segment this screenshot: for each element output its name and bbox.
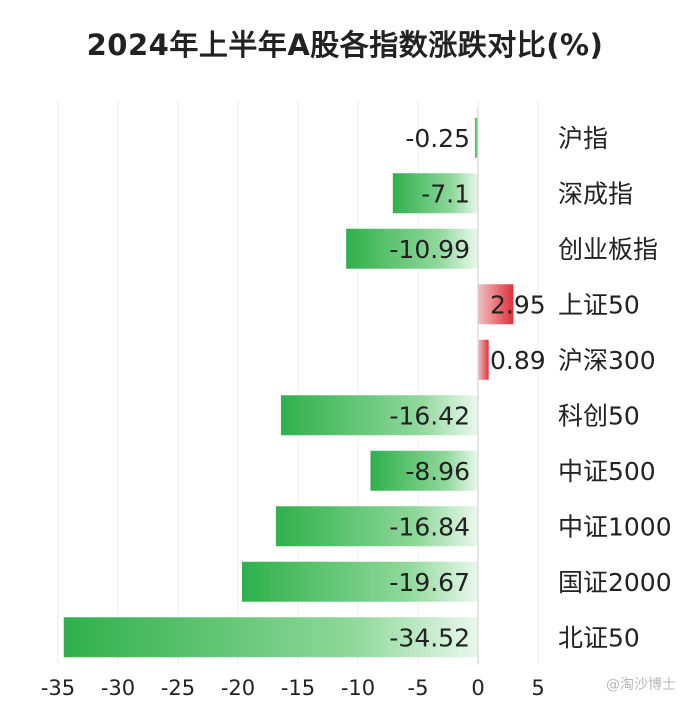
bar bbox=[475, 117, 478, 158]
x-axis: -35 -30 -25 -20 -15 -10 -5 0 5 bbox=[41, 108, 545, 700]
bar bbox=[346, 228, 478, 269]
bar bbox=[478, 284, 514, 325]
x-tick-label: -35 bbox=[41, 676, 75, 700]
category-label: 北证50 bbox=[558, 623, 640, 652]
data-label: -7.1 bbox=[421, 179, 470, 208]
watermark-text: @淘沙博士 bbox=[606, 677, 676, 693]
category-label: 中证1000 bbox=[558, 512, 672, 541]
data-label: -16.84 bbox=[389, 512, 470, 541]
data-label: 2.95 bbox=[490, 290, 546, 319]
category-label: 中证500 bbox=[558, 457, 656, 486]
category-label: 上证50 bbox=[558, 290, 640, 319]
category-label: 沪指 bbox=[558, 124, 608, 153]
bars bbox=[63, 117, 514, 658]
category-label: 国证2000 bbox=[558, 568, 672, 597]
chart-title: 2024年上半年A股各指数涨跌对比(%) bbox=[86, 28, 604, 62]
category-label: 深成指 bbox=[558, 179, 633, 208]
bar bbox=[275, 506, 478, 547]
x-tick-label: 0 bbox=[471, 676, 484, 700]
category-label: 创业板指 bbox=[558, 235, 658, 264]
category-label: 沪深300 bbox=[558, 346, 656, 375]
bar bbox=[370, 450, 478, 491]
x-tick-label: -5 bbox=[408, 676, 429, 700]
bar bbox=[280, 395, 478, 436]
x-tick-label: -10 bbox=[341, 676, 375, 700]
category-label: 科创50 bbox=[558, 401, 640, 430]
data-label: -16.42 bbox=[389, 401, 470, 430]
value-labels: -0.25 -7.1 -10.99 2.95 0.89 -16.42 -8.96 -16.84… bbox=[389, 124, 545, 653]
x-tick-label: -30 bbox=[101, 676, 135, 700]
x-tick-label: -25 bbox=[161, 676, 195, 700]
data-label: -0.25 bbox=[405, 124, 470, 153]
x-tick-label: 5 bbox=[531, 676, 544, 700]
data-label: -8.96 bbox=[405, 457, 470, 486]
data-label: -10.99 bbox=[389, 235, 470, 264]
bar bbox=[63, 617, 478, 658]
x-tick-label: -20 bbox=[221, 676, 255, 700]
data-label: 0.89 bbox=[490, 346, 546, 375]
bar bbox=[241, 561, 478, 602]
data-label: -34.52 bbox=[389, 623, 470, 652]
bar bbox=[478, 339, 489, 380]
data-label: -19.67 bbox=[389, 568, 470, 597]
bar bbox=[392, 173, 478, 214]
x-tick-label: -15 bbox=[281, 676, 315, 700]
